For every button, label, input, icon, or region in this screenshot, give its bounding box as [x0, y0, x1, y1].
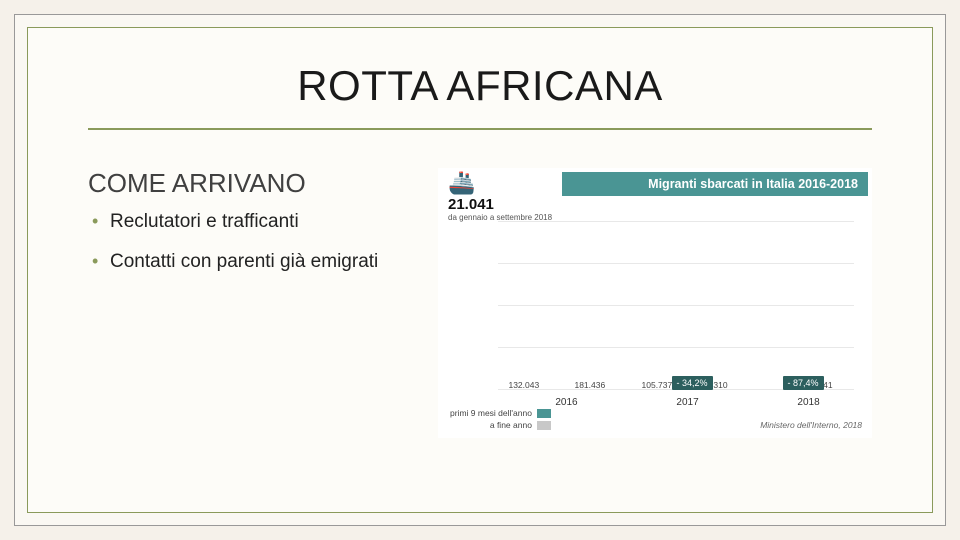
title-underline — [88, 128, 872, 130]
chart-panel: 🚢 21.041 da gennaio a settembre 2018 Mig… — [438, 168, 872, 438]
ship-number: 21.041 — [448, 196, 552, 213]
slide-title: ROTTA AFRICANA — [88, 62, 872, 110]
x-label: 2018 — [797, 397, 819, 408]
change-badge: - 34,2% — [672, 376, 713, 390]
chart-legend: primi 9 mesi dell'anno a fine anno — [450, 406, 551, 430]
change-badge: - 87,4% — [783, 376, 824, 390]
legend-label: a fine anno — [490, 420, 532, 430]
x-label: 2016 — [555, 397, 577, 408]
ship-icon: 🚢 — [448, 172, 552, 194]
legend-label: primi 9 mesi dell'anno — [450, 408, 532, 418]
x-label: 2017 — [676, 397, 698, 408]
chart-header: 🚢 21.041 da gennaio a settembre 2018 Mig… — [438, 168, 872, 222]
bullet-item: Contatti con parenti già emigrati — [88, 249, 408, 275]
left-column: COME ARRIVANO Reclutatori e trafficanti … — [88, 168, 408, 438]
slide-inner-frame: ROTTA AFRICANA COME ARRIVANO Reclutatori… — [27, 27, 933, 513]
legend-swatch-teal — [537, 409, 551, 418]
value-label: 181.436 — [574, 380, 605, 390]
bullet-item: Reclutatori e trafficanti — [88, 209, 408, 235]
chart-area: 132.043 181.436 2016 105.737 119.310 - 3… — [498, 222, 854, 390]
value-label: 105.737 — [642, 380, 673, 390]
ship-block: 🚢 21.041 da gennaio a settembre 2018 — [442, 172, 552, 222]
slide-outer-frame: ROTTA AFRICANA COME ARRIVANO Reclutatori… — [14, 14, 946, 526]
bullet-list: Reclutatori e trafficanti Contatti con p… — [88, 209, 408, 274]
content-row: COME ARRIVANO Reclutatori e trafficanti … — [88, 168, 872, 438]
chart-banner: Migranti sbarcati in Italia 2016-2018 — [562, 172, 868, 196]
value-label: 132.043 — [508, 380, 539, 390]
chart-source: Ministero dell'Interno, 2018 — [760, 420, 862, 430]
subheading: COME ARRIVANO — [88, 168, 408, 199]
legend-swatch-gray — [537, 421, 551, 430]
